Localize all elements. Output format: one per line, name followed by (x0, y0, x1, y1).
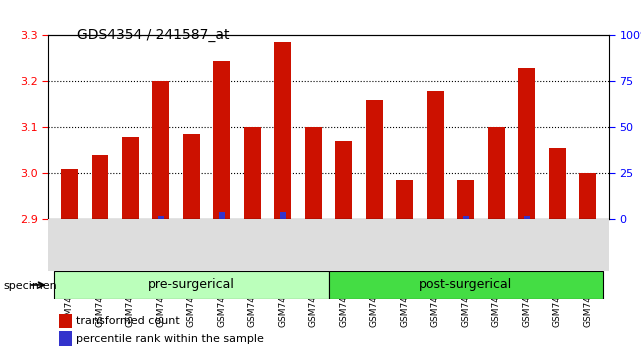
Bar (61, 169, 78, 219)
Bar (59, 331, 72, 346)
Bar (427, 91, 444, 219)
Bar (366, 100, 383, 219)
Bar (463, 216, 469, 219)
Bar (274, 42, 291, 219)
Text: transformed count: transformed count (76, 316, 180, 326)
Bar (280, 212, 286, 219)
Bar (54, 271, 328, 299)
Text: percentile rank within the sample: percentile rank within the sample (76, 333, 264, 344)
Bar (305, 127, 322, 219)
Bar (244, 127, 261, 219)
Text: GDS4354 / 241587_at: GDS4354 / 241587_at (77, 28, 229, 42)
Bar (328, 271, 603, 299)
Bar (59, 314, 72, 329)
Bar (549, 148, 565, 219)
Bar (579, 173, 596, 219)
Bar (396, 181, 413, 219)
Bar (153, 81, 169, 219)
Text: pre-surgerical: pre-surgerical (148, 279, 235, 291)
Bar (524, 216, 529, 219)
Bar (457, 181, 474, 219)
Text: post-surgerical: post-surgerical (419, 279, 512, 291)
Bar (213, 61, 230, 219)
Bar (92, 155, 108, 219)
Bar (158, 216, 164, 219)
Bar (122, 137, 138, 219)
Bar (519, 68, 535, 219)
Bar (488, 127, 504, 219)
Bar (335, 141, 352, 219)
Text: specimen: specimen (3, 281, 57, 291)
Bar (219, 212, 225, 219)
Bar (183, 134, 200, 219)
